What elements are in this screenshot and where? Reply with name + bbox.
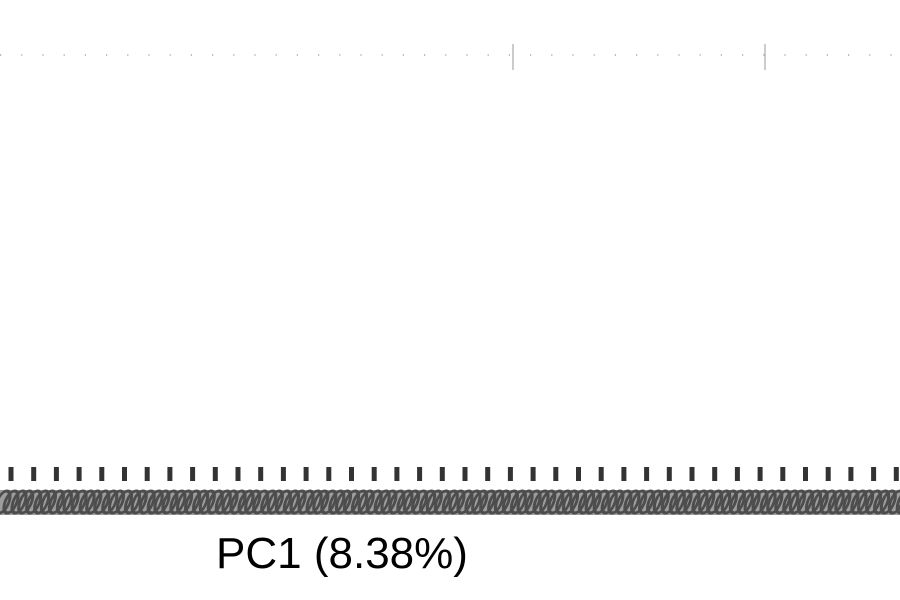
x-tick-label-13 (266, 489, 300, 515)
x-tick-label-22 (471, 489, 505, 515)
x-tick-label-2 (17, 489, 51, 515)
x-tick-23 (507, 467, 513, 481)
x-tick-25 (553, 467, 559, 481)
x-tick-label-26 (561, 489, 596, 515)
x-tick-label-23 (493, 489, 527, 515)
x-tick-19 (417, 467, 423, 481)
x-tick-38 (848, 467, 854, 481)
x-tick-label-33 (720, 489, 754, 515)
x-tick-10 (212, 467, 218, 481)
x-tick-24 (530, 467, 536, 481)
x-tick-35 (780, 467, 786, 481)
x-tick-label-21 (448, 489, 482, 515)
x-tick-label-5 (85, 489, 119, 515)
x-tick-39 (871, 467, 877, 481)
x-tick-16 (349, 467, 354, 481)
x-tick-label-1 (0, 489, 28, 515)
x-tick-label-37 (811, 489, 845, 515)
x-tick-label-12 (244, 489, 278, 515)
x-tick-label-8 (153, 489, 187, 515)
x-tick-4 (76, 467, 82, 481)
x-tick-label-10 (198, 489, 232, 515)
x-tick-21 (462, 467, 468, 481)
x-tick-37 (825, 467, 831, 481)
x-tick-2 (31, 467, 37, 481)
x-tick-label-31 (675, 489, 709, 515)
x-tick-label-17 (357, 489, 391, 515)
x-tick-label-6 (107, 489, 142, 515)
x-tick-3 (53, 467, 59, 481)
x-tick-label-9 (176, 489, 210, 515)
x-tick-label-36 (788, 489, 823, 515)
x-tick-label-25 (539, 489, 573, 515)
x-tick-label-35 (766, 489, 800, 515)
x-tick-1 (8, 467, 14, 481)
x-tick-label-34 (743, 489, 777, 515)
x-tick-label-24 (516, 489, 550, 515)
x-tick-label-11 (221, 489, 255, 515)
x-tick-27 (598, 467, 604, 481)
x-tick-30 (666, 467, 672, 481)
x-tick-28 (621, 467, 627, 481)
x-tick-36 (803, 467, 808, 481)
x-tick-33 (734, 467, 740, 481)
x-tick-17 (371, 467, 377, 481)
x-tick-label-3 (39, 489, 73, 515)
x-tick-12 (258, 467, 264, 481)
x-tick-31 (689, 467, 695, 481)
x-tick-label-38 (834, 489, 868, 515)
x-axis-ticks (8, 467, 899, 481)
x-tick-label-16 (334, 489, 369, 515)
x-tick-9 (190, 467, 196, 481)
grid-layer (0, 44, 900, 70)
x-tick-label-15 (312, 489, 346, 515)
x-tick-label-18 (380, 489, 414, 515)
x-tick-label-27 (584, 489, 618, 515)
x-tick-label-29 (630, 489, 664, 515)
x-tick-18 (394, 467, 400, 481)
x-tick-40 (893, 467, 899, 481)
x-tick-11 (235, 467, 241, 481)
x-tick-label-14 (289, 489, 323, 515)
x-axis-title: PC1 (8.38%) (216, 529, 468, 578)
x-tick-5 (99, 467, 105, 481)
x-tick-label-19 (403, 489, 437, 515)
x-tick-label-39 (857, 489, 891, 515)
x-tick-6 (122, 467, 127, 481)
x-tick-26 (576, 467, 581, 481)
x-tick-13 (280, 467, 286, 481)
x-tick-29 (644, 467, 650, 481)
x-tick-7 (144, 467, 150, 481)
x-tick-34 (757, 467, 763, 481)
x-tick-22 (485, 467, 491, 481)
x-tick-15 (326, 467, 332, 481)
x-tick-8 (167, 467, 173, 481)
x-tick-label-20 (425, 489, 459, 515)
x-tick-label-28 (607, 489, 641, 515)
x-axis-tick-labels (0, 489, 900, 515)
x-tick-label-32 (698, 489, 732, 515)
x-tick-label-7 (130, 489, 164, 515)
x-tick-20 (439, 467, 445, 481)
x-tick-32 (712, 467, 718, 481)
x-tick-label-30 (652, 489, 686, 515)
x-tick-14 (303, 467, 309, 481)
x-tick-label-4 (62, 489, 96, 515)
